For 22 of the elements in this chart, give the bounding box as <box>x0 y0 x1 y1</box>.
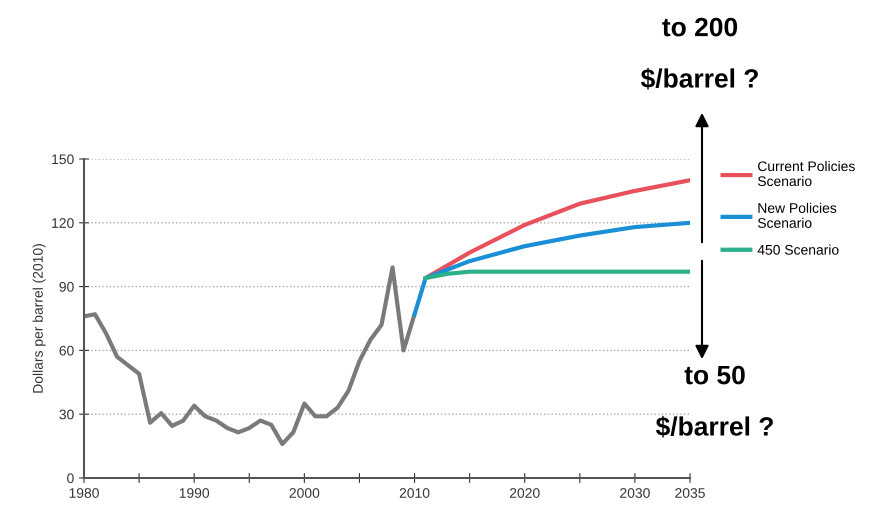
y-tick-label: 60 <box>60 346 74 356</box>
y-tick-label: 0 <box>67 473 74 484</box>
y-tick-label: 30 <box>59 410 74 420</box>
legend-label: New Policies Scenario <box>758 202 836 228</box>
x-tick-label: 2030 <box>620 488 650 498</box>
legend-label: Current Policies Scenario <box>758 160 855 186</box>
line-series <box>423 178 690 280</box>
line-series <box>84 265 417 446</box>
y-axis-title: Dollars per barrel (2010) <box>32 244 46 393</box>
annotation: to 50 $/barrel ? <box>656 366 773 438</box>
y-tick-label: 90 <box>59 282 74 292</box>
text: to 200 $/barrel ? <box>640 18 758 90</box>
y-tick-label: 120 <box>52 218 74 228</box>
legend-label: 450 Scenario <box>758 244 839 255</box>
x-tick-label: 2020 <box>510 488 540 498</box>
x-tick-label: 1990 <box>180 488 210 498</box>
x-tick-label: 2000 <box>290 488 320 498</box>
line-series <box>412 220 690 316</box>
x-tick-label: 2035 <box>675 488 705 498</box>
x-tick-label: 2010 <box>400 488 430 498</box>
x-tick-label: 1980 <box>70 488 99 498</box>
y-tick-label: 150 <box>52 154 74 164</box>
